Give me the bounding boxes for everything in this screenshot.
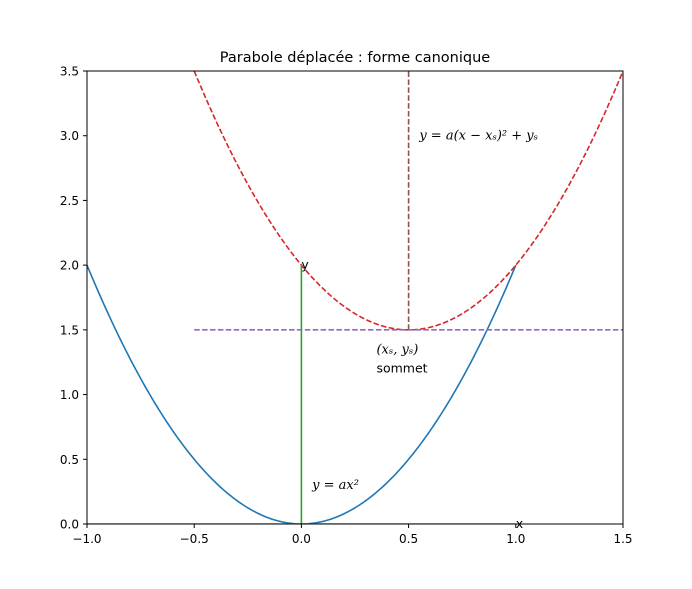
y-tick-label: 2.5 [60,194,79,208]
y-tick-label: 3.0 [60,129,79,143]
x-tick-label: −1.0 [72,532,101,546]
annotation-label: y [301,257,309,272]
annotation-label: sommet [376,361,427,376]
data-series [87,71,623,524]
y-tick-label: 0.0 [60,518,79,532]
annotation-label: y = a(x − xₛ)² + yₛ [418,129,538,144]
x-tick-label: 1.0 [506,532,525,546]
y-tick-label: 0.5 [60,453,79,467]
annotation-label: y = ax² [311,478,359,493]
x-tick-label: 1.5 [613,532,632,546]
y-tick-label: 1.5 [60,323,79,337]
x-tick-label: 0.5 [399,532,418,546]
y-tick-label: 2.0 [60,259,79,273]
x-tick-label: 0.0 [292,532,311,546]
series-line-0 [87,264,517,524]
plot-area: −1.0 −0.5 0.0 0.5 1.0 1.5 0.0 0.5 1.0 1.5 2.0 2.5 3.… [60,65,633,547]
chart-title: Parabole déplacée : forme canonique [220,50,490,66]
y-tick-label: 1.0 [60,388,79,402]
y-tick-label: 3.5 [60,65,79,79]
plot-frame [86,70,624,525]
x-tick-label: −0.5 [180,532,209,546]
annotation-label: (xₛ, yₛ) [376,342,418,357]
annotation-label: x [516,516,523,531]
